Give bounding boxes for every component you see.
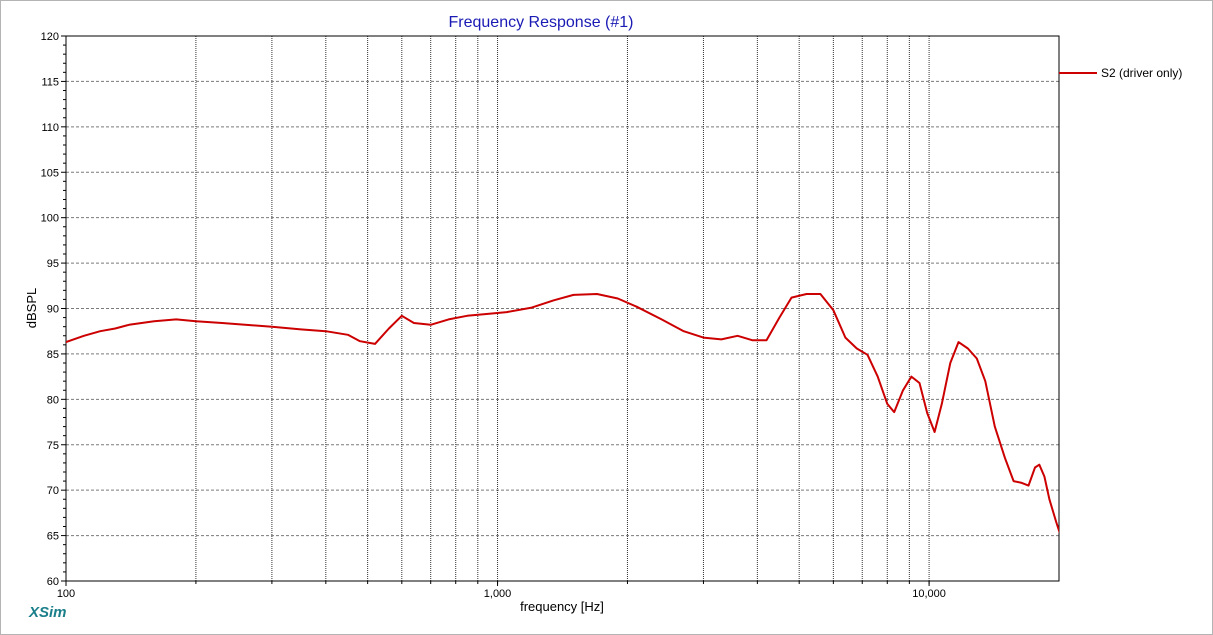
x-axis-ticks: 100 1,000 10,000 bbox=[57, 581, 946, 600]
x-tick-label: 10,000 bbox=[912, 588, 946, 600]
y-axis-label: dBSPL bbox=[24, 288, 39, 328]
series-layer bbox=[66, 293, 1059, 534]
x-axis-label: frequency [Hz] bbox=[520, 599, 604, 614]
xsim-logo: XSim bbox=[28, 604, 67, 621]
grid-lines bbox=[66, 36, 1059, 581]
y-tick-label: 65 bbox=[47, 531, 59, 543]
y-tick-label: 75 bbox=[47, 440, 59, 452]
y-tick-label: 115 bbox=[41, 76, 59, 88]
y-tick-label: 80 bbox=[47, 394, 59, 406]
chart-title: Frequency Response (#1) bbox=[449, 14, 634, 31]
y-tick-label: 60 bbox=[47, 576, 59, 588]
y-tick-label: 95 bbox=[47, 258, 59, 270]
y-axis-ticks: 60 65 70 75 80 85 90 95 100 105 110 115 120 bbox=[41, 31, 66, 588]
y-tick-label: 110 bbox=[41, 122, 59, 134]
x-tick-label: 100 bbox=[57, 588, 75, 600]
x-tick-label: 1,000 bbox=[484, 588, 512, 600]
series-line-1 bbox=[66, 293, 1059, 534]
y-tick-label: 70 bbox=[47, 485, 59, 497]
y-tick-label: 90 bbox=[47, 304, 59, 316]
y-tick-label: 100 bbox=[41, 213, 59, 225]
y-tick-label: 120 bbox=[41, 31, 59, 43]
plot-area bbox=[65, 35, 1060, 582]
legend: S2 (driver only) bbox=[1059, 66, 1182, 80]
y-tick-label: 105 bbox=[41, 167, 59, 179]
legend-label: S2 (driver only) bbox=[1101, 66, 1182, 80]
y-tick-label: 85 bbox=[47, 349, 59, 361]
